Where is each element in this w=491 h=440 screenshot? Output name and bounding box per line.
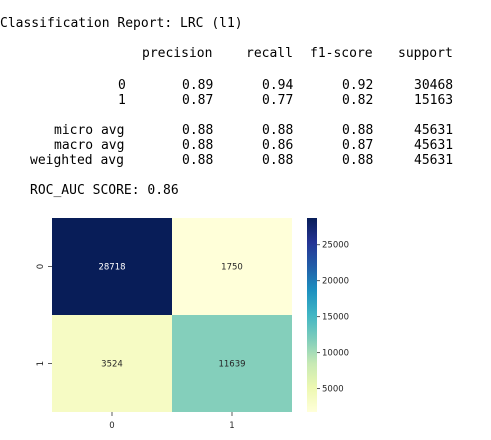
heatmap-cell: [52, 315, 172, 412]
report-cell-recall: 0.88: [262, 123, 294, 138]
x-tick-label: 0: [109, 421, 114, 431]
y-tick-label: 0: [36, 264, 46, 269]
heatmap-axis-ticks: 0 1 0 1: [36, 264, 235, 431]
report-cell-f1: 0.88: [342, 153, 374, 168]
heatmap-cell-label: 3524: [101, 360, 123, 370]
heatmap-cell: [52, 218, 172, 315]
roc-auc-score: ROC_AUC SCORE: 0.86: [30, 183, 179, 198]
report-cell-recall: 0.94: [262, 78, 294, 93]
confusion-matrix-heatmap: 28718 1750 3524 11639 0 1 0 1 5000 10000 15000 20…: [36, 218, 349, 431]
report-cell-precision: 0.88: [182, 123, 214, 138]
report-cell-support: 30468: [414, 78, 454, 93]
colorbar: [307, 218, 317, 412]
report-cell-f1: 0.88: [342, 123, 374, 138]
report-header-support: support: [398, 46, 453, 61]
report-cell-support: 15163: [414, 93, 454, 108]
heatmap-cell-label: 11639: [218, 360, 245, 370]
report-header-precision: precision: [142, 46, 213, 61]
colorbar-tick-label: 20000: [322, 277, 349, 287]
colorbar-tick-label: 25000: [322, 241, 349, 251]
report-title: Classification Report: LRC (l1): [0, 16, 243, 31]
report-cell-precision: 0.89: [182, 78, 214, 93]
report-row-label: micro avg: [54, 123, 125, 138]
heatmap-cell-label: 1750: [221, 263, 243, 273]
report-row-label: weighted avg: [30, 153, 124, 168]
report-cell-precision: 0.87: [182, 93, 214, 108]
colorbar-tick-label: 10000: [322, 349, 349, 359]
report-cell-f1: 0.92: [342, 78, 374, 93]
report-cell-support: 45631: [414, 153, 454, 168]
colorbar-tick-label: 5000: [322, 385, 344, 395]
x-tick-label: 1: [229, 421, 234, 431]
colorbar-tick-label: 15000: [322, 313, 349, 323]
report-cell-support: 45631: [414, 138, 454, 153]
report-cell-f1: 0.87: [342, 138, 374, 153]
y-tick-label: 1: [36, 361, 46, 366]
classification-report: Classification Report: LRC (l1) precisio…: [0, 0, 491, 198]
report-cell-f1: 0.82: [342, 93, 374, 108]
report-cell-support: 45631: [414, 123, 454, 138]
colorbar-ticks: 5000 10000 15000 20000 25000: [317, 241, 349, 395]
heatmap-cell: [172, 218, 292, 315]
report-header-f1-score: f1-score: [310, 46, 373, 61]
report-cell-precision: 0.88: [182, 138, 214, 153]
report-cell-precision: 0.88: [182, 153, 214, 168]
report-cell-recall: 0.77: [262, 93, 294, 108]
heatmap-cell: [172, 315, 292, 412]
report-row-label: macro avg: [54, 138, 125, 153]
heatmap-cells: 28718 1750 3524 11639: [52, 218, 292, 412]
report-row-label: 0: [118, 78, 126, 93]
report-header-recall: recall: [246, 46, 293, 61]
report-row-label: 1: [118, 93, 126, 108]
report-cell-recall: 0.88: [262, 153, 294, 168]
heatmap-cell-label: 28718: [98, 263, 125, 273]
report-cell-recall: 0.86: [262, 138, 294, 153]
